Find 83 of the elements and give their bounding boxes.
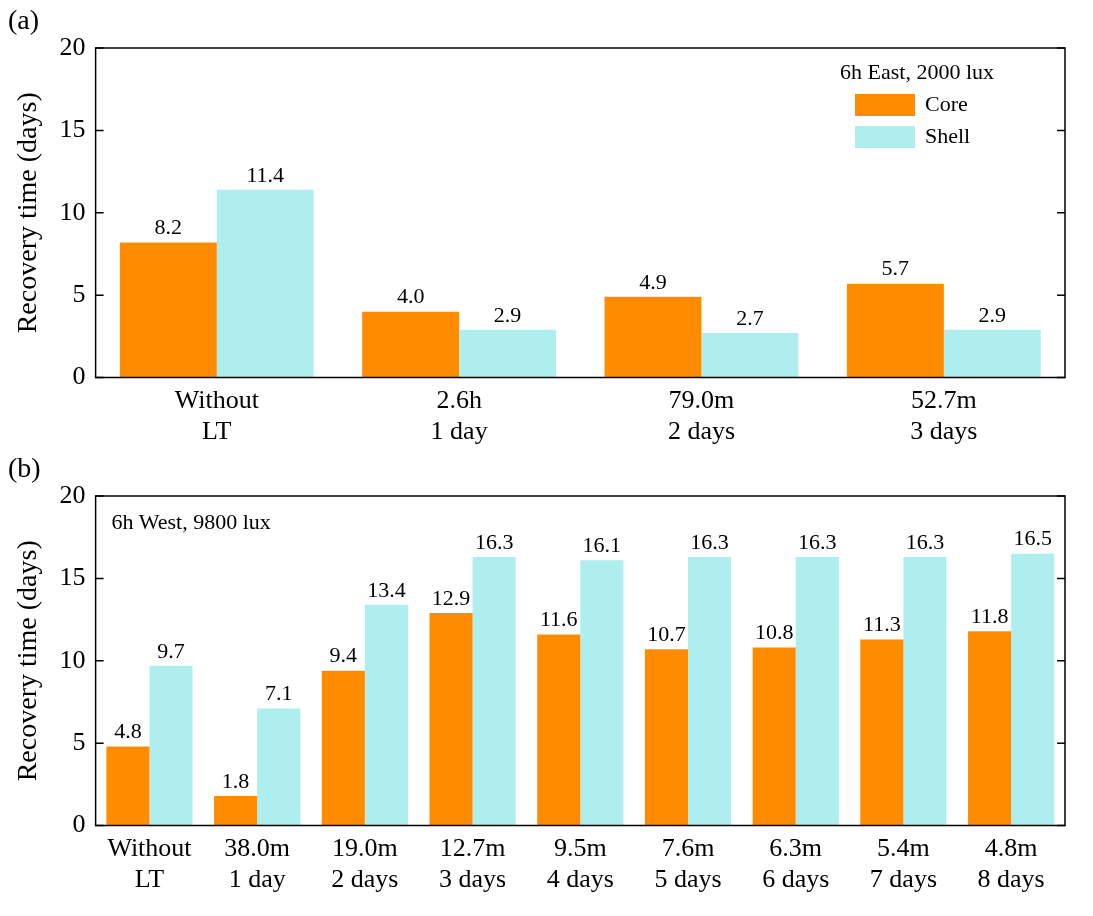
data-label: 5.7 xyxy=(881,255,910,281)
chart-title: (a) xyxy=(8,4,40,36)
bar xyxy=(688,556,732,826)
y-tick-label: 10 xyxy=(59,196,86,226)
bar xyxy=(644,649,689,826)
bar xyxy=(429,613,473,826)
bar xyxy=(1011,553,1055,826)
bar xyxy=(257,708,301,826)
data-label: 11.4 xyxy=(246,161,285,187)
x-tick-label: 12.7m 3 days xyxy=(439,833,507,894)
bar xyxy=(860,639,904,826)
legend-label: Core xyxy=(925,90,968,116)
data-label: 11.3 xyxy=(863,611,901,637)
bar xyxy=(149,665,193,826)
y-tick-label: 5 xyxy=(72,279,86,309)
y-tick-label: 15 xyxy=(59,114,86,144)
data-label: 1.8 xyxy=(221,767,250,793)
y-axis-title: Recovery time (days) xyxy=(11,540,43,782)
bar xyxy=(968,631,1012,826)
data-label: 7.1 xyxy=(264,680,293,706)
bar xyxy=(580,560,624,826)
bar xyxy=(752,647,796,826)
data-label: 2.9 xyxy=(493,301,522,327)
bar xyxy=(459,329,557,378)
bar xyxy=(943,329,1041,378)
x-tick-label: 4.8m 8 days xyxy=(977,833,1045,894)
data-label: 11.8 xyxy=(970,602,1009,628)
data-label: 12.9 xyxy=(431,584,471,610)
y-tick-label: 15 xyxy=(59,562,86,592)
data-label: 11.6 xyxy=(539,606,578,632)
x-tick-label: 79.0m 2 days xyxy=(667,385,736,446)
x-tick-label: 5.4m 7 days xyxy=(869,833,938,894)
y-tick-label: 20 xyxy=(59,31,86,61)
bar xyxy=(362,311,460,378)
y-axis-title: Recovery time (days) xyxy=(11,92,43,334)
bar xyxy=(472,556,516,826)
x-tick-label: 52.7m 3 days xyxy=(910,385,978,446)
data-label: 16.3 xyxy=(474,528,514,554)
bar xyxy=(846,283,944,378)
data-label: 16.3 xyxy=(905,528,945,554)
data-label: 8.2 xyxy=(154,214,183,240)
bar xyxy=(119,242,217,378)
bar xyxy=(364,604,408,826)
data-label: 16.1 xyxy=(582,532,622,558)
data-label: 10.7 xyxy=(647,621,686,647)
legend-title: 6h East, 2000 lux xyxy=(840,58,994,84)
bar xyxy=(604,296,702,378)
data-label: 10.8 xyxy=(754,619,794,645)
x-tick-label: Without LT xyxy=(107,833,193,894)
y-tick-label: 0 xyxy=(72,809,86,839)
bar xyxy=(537,634,581,826)
bar xyxy=(795,556,839,826)
data-label: 16.5 xyxy=(1013,525,1052,551)
y-tick-label: 0 xyxy=(72,361,86,391)
legend-label: Shell xyxy=(925,122,971,148)
data-label: 4.9 xyxy=(639,268,667,294)
data-label: 9.7 xyxy=(157,637,185,663)
y-tick-label: 5 xyxy=(72,727,86,757)
data-label: 4.8 xyxy=(114,718,142,744)
x-tick-label: 2.6h 1 day xyxy=(430,385,488,446)
bar xyxy=(321,670,365,826)
data-label: 2.7 xyxy=(736,304,764,330)
x-tick-label: 38.0m 1 day xyxy=(224,833,291,894)
data-label: 13.4 xyxy=(367,576,406,602)
bar xyxy=(106,746,150,826)
x-tick-label: 7.6m 5 days xyxy=(654,833,722,894)
data-label: 9.4 xyxy=(329,642,358,668)
bar xyxy=(701,333,799,378)
bar xyxy=(903,556,947,826)
data-label: 16.3 xyxy=(690,528,729,554)
y-tick-label: 20 xyxy=(59,479,86,509)
y-tick-label: 10 xyxy=(59,644,86,674)
chart-title: (b) xyxy=(8,452,41,484)
data-label: 16.3 xyxy=(798,528,837,554)
bar xyxy=(216,189,314,378)
x-tick-label: 19.0m 2 days xyxy=(331,833,399,894)
annotation: 6h West, 9800 lux xyxy=(111,508,271,534)
bar xyxy=(214,795,258,826)
data-label: 2.9 xyxy=(978,301,1007,327)
x-tick-label: 9.5m 4 days xyxy=(546,833,614,894)
data-label: 4.0 xyxy=(396,283,425,309)
x-tick-label: Without LT xyxy=(174,385,260,446)
x-tick-label: 6.3m 6 days xyxy=(762,833,830,894)
